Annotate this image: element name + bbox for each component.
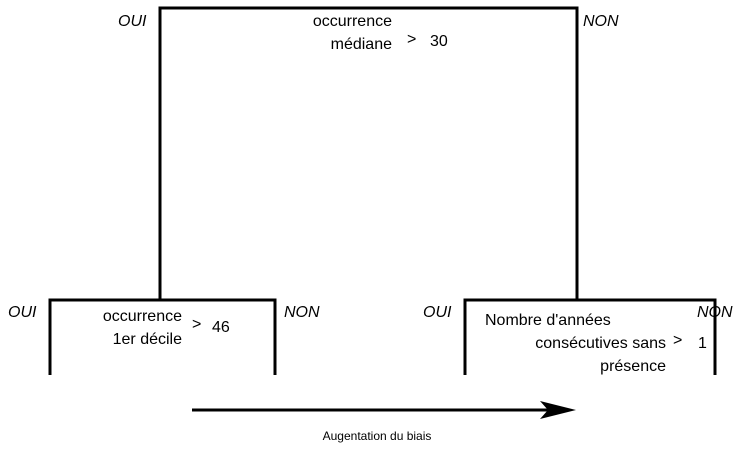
threshold: 46 — [212, 319, 230, 336]
node-label: consécutives sans — [535, 335, 666, 352]
no-label: NON — [697, 304, 733, 321]
node-label: Nombre d'années — [485, 312, 611, 329]
right-bracket — [463, 298, 717, 375]
no-label: NON — [284, 304, 320, 321]
node-label: occurrence — [103, 308, 182, 325]
arrow-caption: Augentation du biais — [323, 429, 432, 443]
root-bracket — [158, 6, 579, 300]
no-label: NON — [583, 13, 619, 30]
left-bracket — [48, 298, 277, 375]
node-label: occurrence — [313, 13, 392, 30]
yes-label: OUI — [423, 304, 452, 321]
arrow-head — [540, 401, 576, 419]
threshold: 1 — [698, 335, 707, 352]
node-label: 1er décile — [113, 331, 182, 348]
yes-label: OUI — [8, 304, 37, 321]
operator: > — [673, 332, 682, 349]
operator: > — [407, 31, 416, 48]
operator: > — [192, 316, 201, 333]
yes-label: OUI — [118, 13, 147, 30]
node-label: médiane — [331, 36, 392, 53]
node-label: présence — [600, 358, 666, 375]
threshold: 30 — [430, 33, 448, 50]
